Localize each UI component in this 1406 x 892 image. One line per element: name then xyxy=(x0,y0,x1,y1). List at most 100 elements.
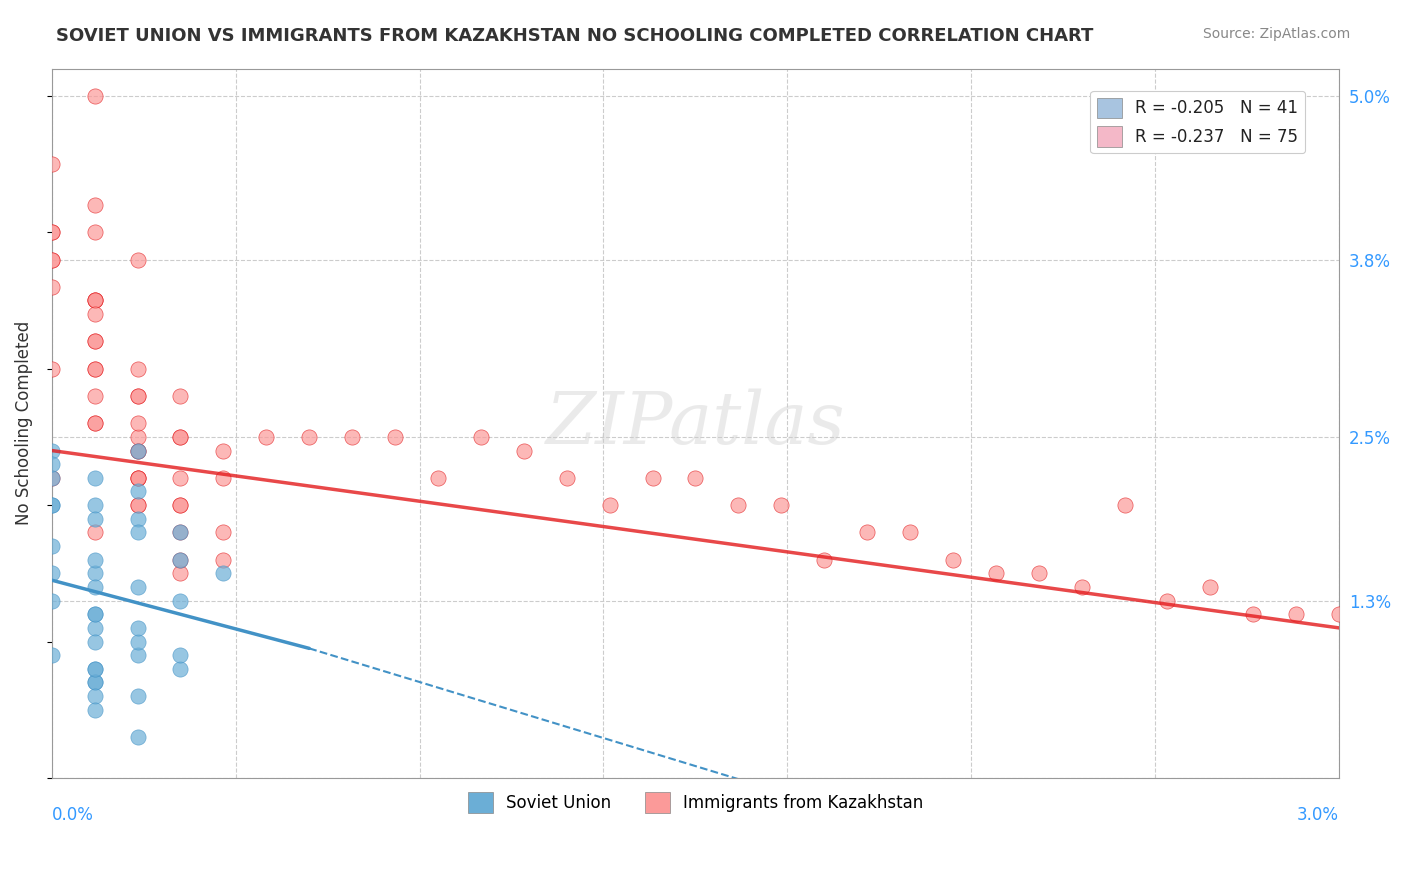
Text: SOVIET UNION VS IMMIGRANTS FROM KAZAKHSTAN NO SCHOOLING COMPLETED CORRELATION CH: SOVIET UNION VS IMMIGRANTS FROM KAZAKHST… xyxy=(56,27,1094,45)
Point xyxy=(83,293,105,308)
Point xyxy=(169,498,191,512)
Point xyxy=(427,471,450,485)
Legend: Soviet Union, Immigrants from Kazakhstan: Soviet Union, Immigrants from Kazakhstan xyxy=(461,786,929,820)
Point xyxy=(1070,580,1092,594)
Point xyxy=(41,471,63,485)
Point xyxy=(41,252,63,267)
Point xyxy=(813,552,835,566)
Point xyxy=(83,307,105,321)
Point xyxy=(1199,580,1222,594)
Point xyxy=(169,525,191,540)
Point xyxy=(83,662,105,676)
Point xyxy=(83,417,105,431)
Point xyxy=(641,471,664,485)
Point xyxy=(83,225,105,239)
Point xyxy=(898,525,921,540)
Point xyxy=(41,443,63,458)
Point xyxy=(83,525,105,540)
Point xyxy=(83,389,105,403)
Point xyxy=(83,662,105,676)
Point xyxy=(41,471,63,485)
Point xyxy=(1114,498,1136,512)
Point xyxy=(41,225,63,239)
Point xyxy=(298,430,321,444)
Point xyxy=(384,430,406,444)
Point xyxy=(513,443,536,458)
Point xyxy=(127,730,149,744)
Point xyxy=(127,471,149,485)
Point xyxy=(83,198,105,212)
Point xyxy=(685,471,707,485)
Point xyxy=(169,662,191,676)
Point xyxy=(83,566,105,581)
Point xyxy=(83,361,105,376)
Point xyxy=(83,334,105,349)
Point xyxy=(1327,607,1350,622)
Point xyxy=(127,389,149,403)
Point xyxy=(41,648,63,663)
Point xyxy=(83,621,105,635)
Point xyxy=(212,525,235,540)
Point xyxy=(599,498,621,512)
Point xyxy=(169,498,191,512)
Point xyxy=(212,566,235,581)
Point xyxy=(127,361,149,376)
Point xyxy=(212,471,235,485)
Point xyxy=(169,648,191,663)
Point xyxy=(83,703,105,717)
Point xyxy=(212,443,235,458)
Point xyxy=(1241,607,1264,622)
Point xyxy=(41,225,63,239)
Point xyxy=(727,498,749,512)
Text: ZIPatlas: ZIPatlas xyxy=(546,388,845,458)
Point xyxy=(127,443,149,458)
Point xyxy=(127,634,149,648)
Y-axis label: No Schooling Completed: No Schooling Completed xyxy=(15,321,32,525)
Point xyxy=(83,293,105,308)
Point xyxy=(127,525,149,540)
Point xyxy=(127,443,149,458)
Point xyxy=(127,648,149,663)
Point xyxy=(169,471,191,485)
Point xyxy=(169,430,191,444)
Point xyxy=(41,498,63,512)
Point xyxy=(41,157,63,171)
Point xyxy=(127,471,149,485)
Point xyxy=(83,498,105,512)
Point xyxy=(83,417,105,431)
Point xyxy=(83,552,105,566)
Point xyxy=(41,539,63,553)
Point xyxy=(1028,566,1050,581)
Point xyxy=(127,689,149,703)
Point xyxy=(83,675,105,690)
Point xyxy=(83,675,105,690)
Text: 0.0%: 0.0% xyxy=(52,806,94,824)
Text: 3.0%: 3.0% xyxy=(1298,806,1339,824)
Point xyxy=(83,361,105,376)
Point xyxy=(127,471,149,485)
Point xyxy=(83,607,105,622)
Point xyxy=(169,552,191,566)
Point xyxy=(83,689,105,703)
Point xyxy=(83,293,105,308)
Point xyxy=(856,525,879,540)
Point xyxy=(127,498,149,512)
Text: Source: ZipAtlas.com: Source: ZipAtlas.com xyxy=(1202,27,1350,41)
Point xyxy=(41,593,63,607)
Point xyxy=(41,361,63,376)
Point xyxy=(83,88,105,103)
Point xyxy=(41,566,63,581)
Point xyxy=(169,430,191,444)
Point xyxy=(169,389,191,403)
Point xyxy=(83,471,105,485)
Point xyxy=(41,252,63,267)
Point xyxy=(169,566,191,581)
Point xyxy=(340,430,363,444)
Point xyxy=(127,389,149,403)
Point xyxy=(1156,593,1178,607)
Point xyxy=(127,252,149,267)
Point xyxy=(41,457,63,471)
Point xyxy=(83,580,105,594)
Point xyxy=(470,430,492,444)
Point xyxy=(41,280,63,294)
